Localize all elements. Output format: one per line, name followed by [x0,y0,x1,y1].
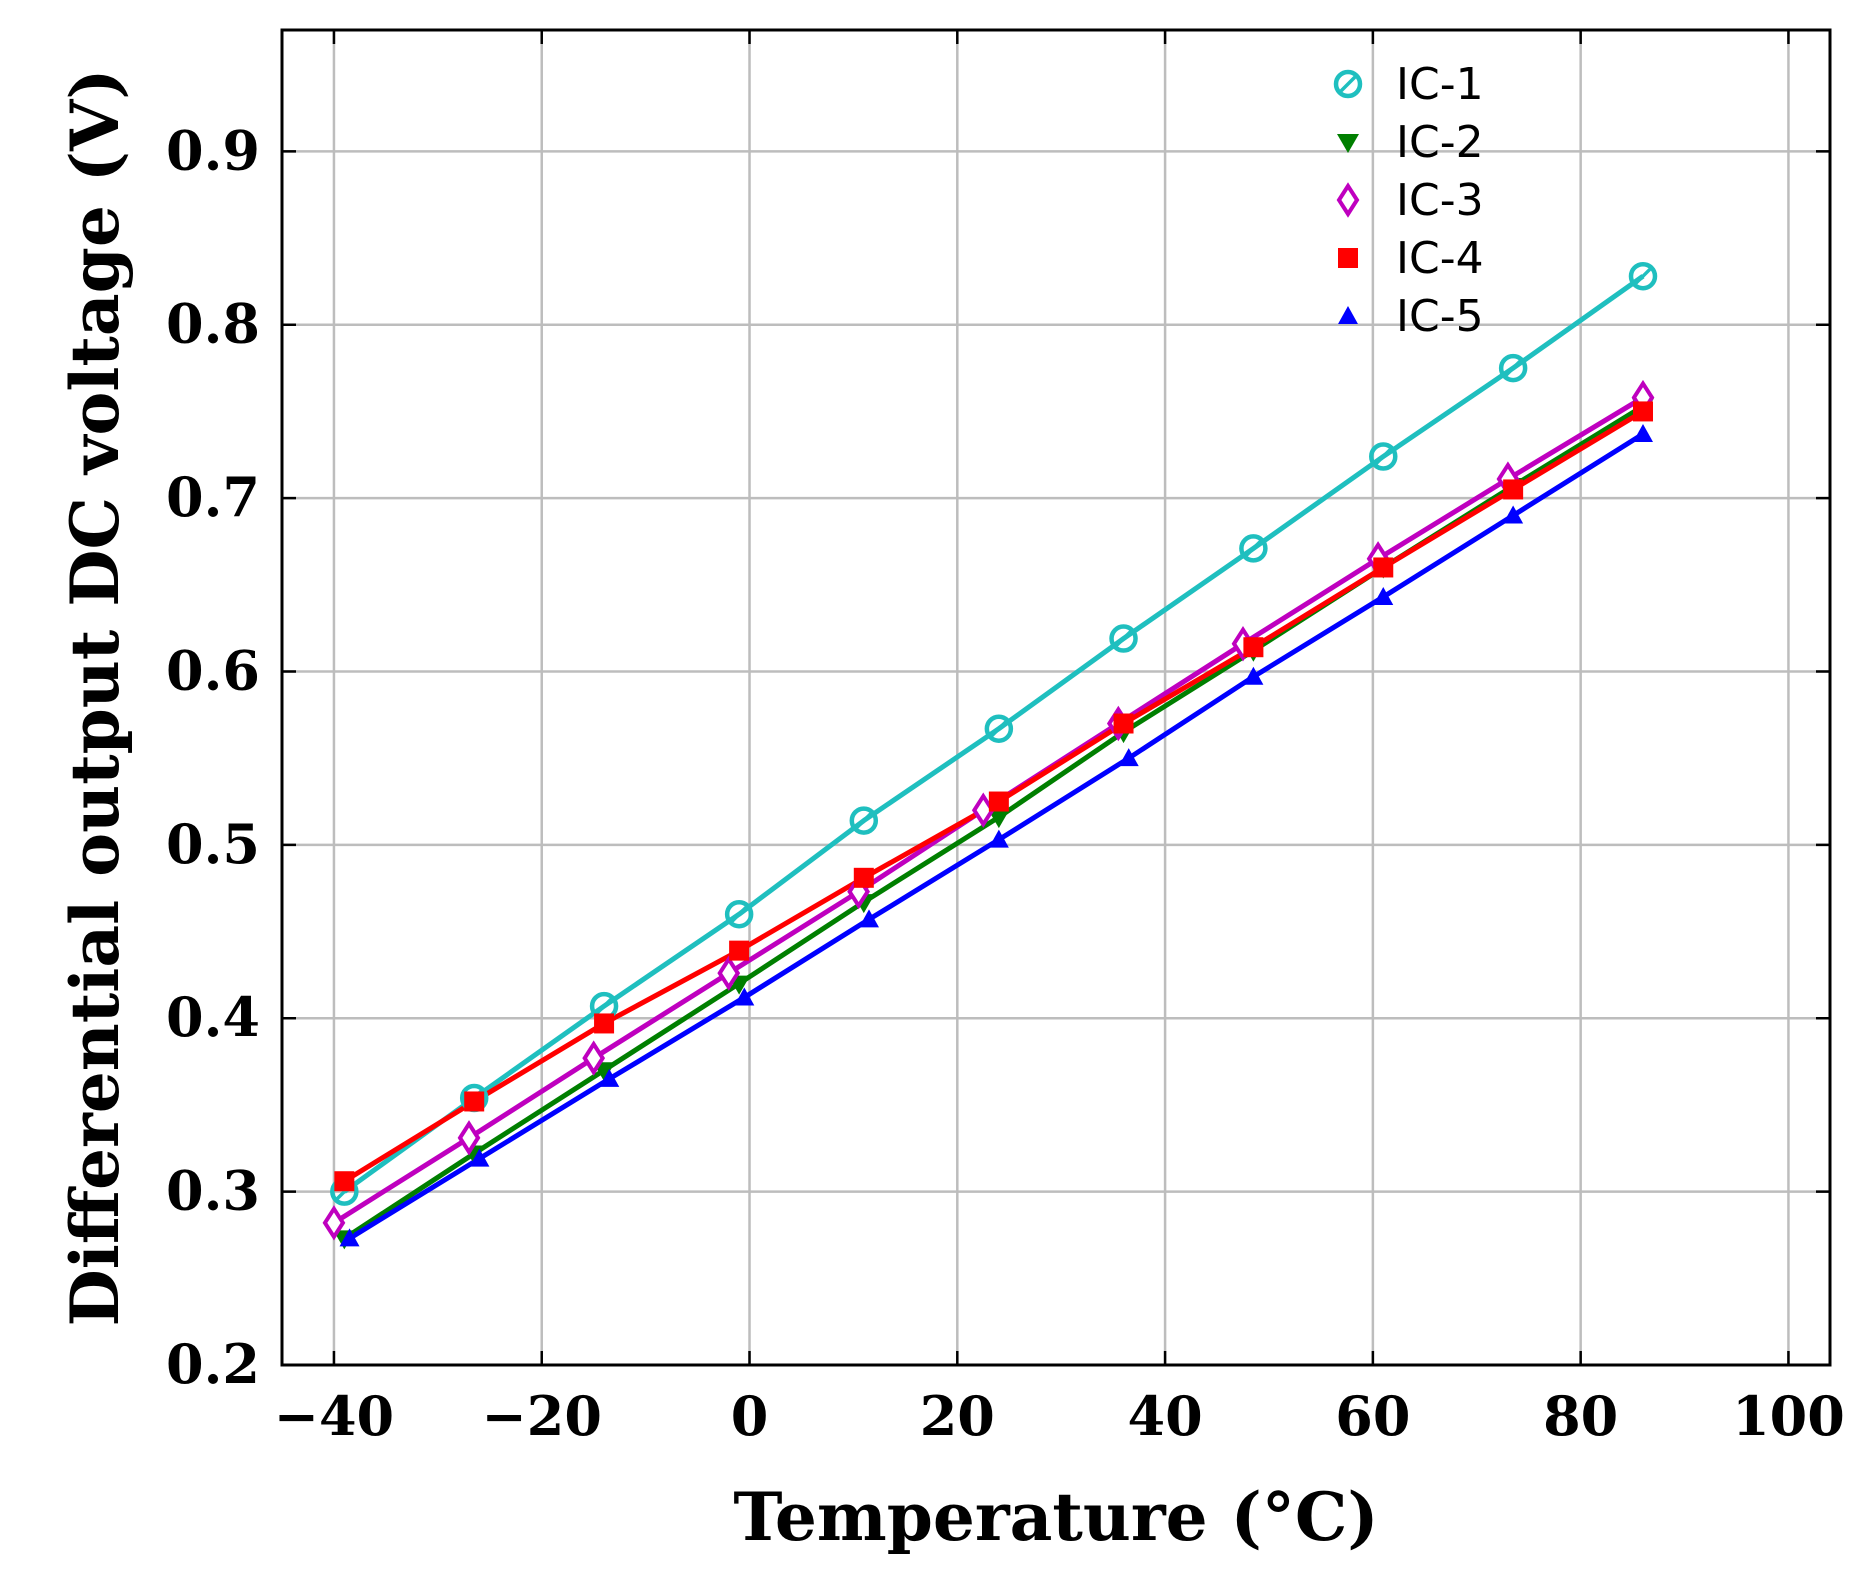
y-tick-label: 0.9 [166,118,260,182]
data-point-ic-5 [1503,505,1524,524]
legend-label-ic-2: IC-2 [1396,117,1484,168]
x-tick-label: 0 [731,1384,769,1448]
data-point-ic-1-ring [1239,534,1268,563]
x-tick-label: 20 [920,1384,995,1448]
data-point-ic-4 [729,940,750,961]
data-point-ic-4 [464,1091,485,1112]
data-point-ic-5 [469,1148,490,1167]
legend-marker-ic-2 [1337,134,1359,153]
x-tick-label: −20 [482,1384,602,1448]
data-point-ic-1-slash [990,720,1008,737]
legend-marker-ic-5 [1338,306,1358,324]
data-point-ic-1 [724,899,754,929]
y-axis-title: Differential output DC voltage (V) [56,69,134,1327]
data-point-ic-3 [582,1040,606,1076]
data-point-ic-3 [717,955,741,991]
data-point-ic-5 [1632,423,1653,442]
data-point-ic-1-ring [1498,353,1528,383]
data-point-ic-3 [322,1205,346,1241]
y-tick-label: 0.8 [166,292,260,356]
data-point-ic-1 [1628,261,1658,291]
data-point-ic-1-ring [849,806,879,835]
y-tick-label: 0.4 [166,985,260,1049]
data-point-ic-1 [1239,534,1268,563]
data-point-ic-4 [853,867,874,888]
data-point-ic-2 [987,809,1010,829]
legend-label-ic-3: IC-3 [1396,175,1484,226]
y-tick-label: 0.7 [166,465,260,529]
x-tick-label: 40 [1128,1384,1203,1448]
data-point-ic-1-slash [1375,448,1392,465]
data-point-ic-1 [984,714,1014,743]
x-axis-title: Temperature (°C) [733,1478,1378,1556]
x-tick-label: 60 [1335,1384,1410,1448]
data-point-ic-5 [339,1228,360,1247]
y-tick-label: 0.6 [166,638,260,702]
data-point-ic-5 [858,909,879,928]
x-tick-label: 80 [1543,1384,1618,1448]
legend: IC-1 IC-2 IC-3 IC-4 IC-5 [1333,59,1484,342]
data-point-ic-5 [599,1068,620,1087]
legend-marker-ic-1 [1333,69,1363,99]
data-point-ic-1-slash [595,997,613,1015]
legend-marker-ic-1-ring [1333,69,1363,99]
legend-label-ic-4: IC-4 [1396,233,1484,284]
data-point-ic-4 [1503,479,1524,500]
data-point-ic-1-ring [1369,442,1398,471]
y-tick-label: 0.3 [166,1159,260,1223]
x-tick-label: 100 [1732,1384,1845,1448]
plot-frame [280,28,1832,1367]
data-point-ic-4 [1113,713,1134,734]
legend-label-ic-5: IC-5 [1396,291,1484,342]
data-point-ic-1-ring [1109,624,1138,653]
data-point-ic-1-ring [1628,261,1658,291]
y-tick-label: 0.5 [166,812,260,876]
data-point-ic-5 [1243,666,1264,685]
data-point-ic-4 [1632,401,1653,422]
data-point-ic-1-slash [1245,540,1262,557]
data-point-ic-1 [1498,353,1528,383]
legend-label-ic-1: IC-1 [1396,59,1484,110]
data-point-ic-1 [849,806,879,835]
data-point-ic-1-slash [855,812,873,829]
data-point-ic-5 [1373,586,1394,605]
data-point-ic-1-slash [1115,630,1132,647]
data-point-ic-1-ring [724,899,754,929]
data-point-ic-1-ring [984,714,1014,743]
data-point-ic-5 [1118,748,1139,767]
legend-marker-ic-3 [1336,182,1360,218]
data-point-ic-4 [594,1013,615,1034]
data-point-ic-1-slash [1634,267,1652,285]
x-axis-ticks: −40 −20 0 20 40 60 80 100 [274,30,1845,1448]
legend-marker-ic-4 [1338,248,1358,268]
x-tick-label: −40 [274,1384,394,1448]
data-point-ic-1 [1369,442,1398,471]
data-point-ic-4 [1243,637,1264,658]
data-point-ic-1-slash [730,905,748,923]
data-point-ic-1 [1109,624,1138,653]
series-markers [322,261,1658,1250]
legend-marker-ic-1-slash [1339,75,1357,93]
data-point-ic-3 [457,1120,481,1156]
data-point-ic-4 [334,1171,355,1192]
data-point-ic-4 [988,791,1009,812]
data-point-ic-5 [988,829,1009,848]
y-tick-label: 0.2 [166,1332,260,1396]
data-point-ic-5 [734,987,755,1006]
data-point-ic-4 [1373,557,1394,578]
y-axis-ticks: 0.2 0.3 0.4 0.5 0.6 0.7 0.8 0.9 [166,118,1830,1396]
data-point-ic-1-slash [1504,359,1522,377]
